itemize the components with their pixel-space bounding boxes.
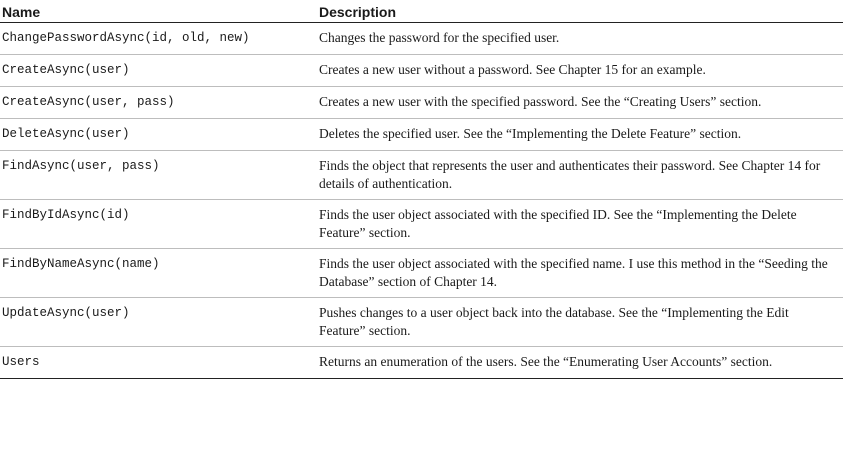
method-name: DeleteAsync(user) xyxy=(0,118,319,151)
method-description: Finds the user object associated with th… xyxy=(319,199,843,249)
header-row: Name Description xyxy=(0,3,843,23)
method-name: FindByNameAsync(name) xyxy=(0,248,319,298)
method-name: CreateAsync(user, pass) xyxy=(0,86,319,119)
method-name: FindByIdAsync(id) xyxy=(0,199,319,249)
table-row: CreateAsync(user) Creates a new user wit… xyxy=(0,54,843,87)
method-description: Finds the user object associated with th… xyxy=(319,248,843,298)
method-name: ChangePasswordAsync(id, old, new) xyxy=(0,22,319,55)
user-manager-methods-table: Name Description ChangePasswordAsync(id,… xyxy=(0,3,843,379)
method-description: Finds the object that represents the use… xyxy=(319,150,843,200)
table-row: DeleteAsync(user) Deletes the specified … xyxy=(0,118,843,151)
column-header-description: Description xyxy=(319,3,843,23)
method-description: Pushes changes to a user object back int… xyxy=(319,297,843,347)
method-name: Users xyxy=(0,346,319,379)
table-row: CreateAsync(user, pass) Creates a new us… xyxy=(0,86,843,119)
table-row: Users Returns an enumeration of the user… xyxy=(0,346,843,379)
table-row: ChangePasswordAsync(id, old, new) Change… xyxy=(0,22,843,55)
method-name: FindAsync(user, pass) xyxy=(0,150,319,200)
method-description: Changes the password for the specified u… xyxy=(319,22,843,55)
table-body: ChangePasswordAsync(id, old, new) Change… xyxy=(0,22,843,379)
table-header: Name Description xyxy=(0,3,843,23)
table-row: FindByIdAsync(id) Finds the user object … xyxy=(0,199,843,249)
table-row: FindByNameAsync(name) Finds the user obj… xyxy=(0,248,843,298)
table-row: FindAsync(user, pass) Finds the object t… xyxy=(0,150,843,200)
method-description: Creates a new user with the specified pa… xyxy=(319,86,843,119)
column-header-name: Name xyxy=(0,3,319,23)
method-description: Creates a new user without a password. S… xyxy=(319,54,843,87)
method-name: CreateAsync(user) xyxy=(0,54,319,87)
method-description: Returns an enumeration of the users. See… xyxy=(319,346,843,379)
table-row: UpdateAsync(user) Pushes changes to a us… xyxy=(0,297,843,347)
method-name: UpdateAsync(user) xyxy=(0,297,319,347)
method-description: Deletes the specified user. See the “Imp… xyxy=(319,118,843,151)
